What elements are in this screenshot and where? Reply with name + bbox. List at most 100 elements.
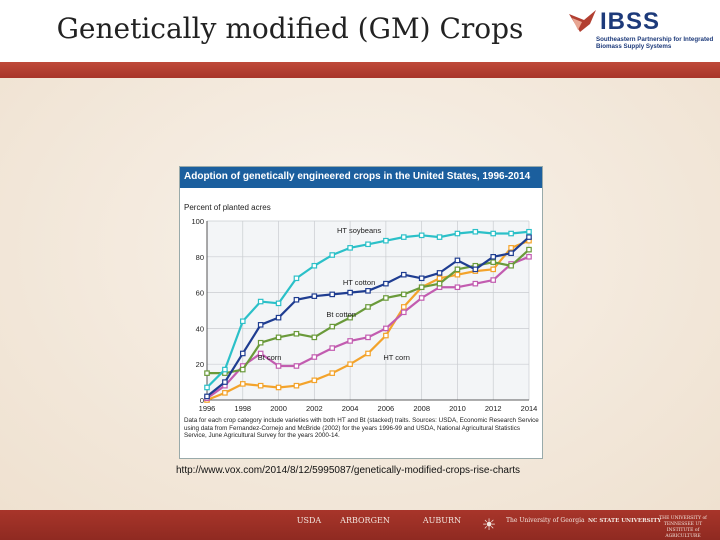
line-chart: 0 20 40 60 80 100 1996 1998 2000 2002 2004 2006 2008… bbox=[191, 217, 537, 413]
usda-logo: USDA bbox=[296, 516, 322, 525]
series-label: Bt corn bbox=[258, 353, 282, 362]
data-point-bt-cotton bbox=[257, 339, 264, 346]
data-point-ht-cotton bbox=[365, 288, 371, 294]
y-tick-label: 20 bbox=[196, 360, 204, 369]
data-point-ht-corn bbox=[239, 381, 246, 387]
data-point-ht-corn bbox=[454, 271, 461, 278]
data-point-ht-corn bbox=[365, 350, 371, 357]
y-tick-label: 40 bbox=[196, 324, 204, 333]
data-point-ht-soybeans bbox=[365, 241, 371, 248]
x-tick-label: 2006 bbox=[378, 404, 395, 413]
chart-title: Adoption of genetically engineered crops… bbox=[184, 171, 531, 182]
header-band bbox=[0, 62, 720, 78]
auburn-logo: AUBURN bbox=[422, 516, 462, 525]
data-point-ht-corn bbox=[383, 332, 389, 339]
uga-logo: The University of Georgia bbox=[506, 517, 585, 524]
data-point-bt-corn bbox=[365, 334, 371, 341]
y-tick-label: 60 bbox=[196, 289, 204, 298]
source-link[interactable]: http://www.vox.com/2014/8/12/5995087/gen… bbox=[176, 465, 521, 476]
data-point-ht-cotton bbox=[436, 270, 443, 276]
x-tick-label: 2000 bbox=[270, 404, 287, 413]
data-point-ht-soybeans bbox=[418, 232, 425, 239]
data-point-ht-soybeans bbox=[400, 234, 407, 240]
data-point-bt-cotton bbox=[418, 284, 425, 291]
x-tick-label: 2002 bbox=[306, 404, 323, 413]
data-point-ht-cotton bbox=[204, 393, 210, 400]
data-point-ht-corn bbox=[329, 370, 336, 376]
data-point-ht-corn bbox=[347, 361, 353, 368]
data-point-ht-corn bbox=[222, 390, 228, 396]
data-point-bt-corn bbox=[400, 309, 407, 316]
slide-title: Genetically modified (GM) Crops bbox=[56, 12, 524, 45]
slide-header: Genetically modified (GM) Crops IBSS Sou… bbox=[0, 0, 720, 78]
data-point-ht-corn bbox=[508, 245, 514, 251]
data-point-bt-cotton bbox=[526, 246, 532, 253]
data-point-ht-soybeans bbox=[347, 245, 353, 251]
data-point-ht-cotton bbox=[508, 250, 514, 257]
y-tick-label: 0 bbox=[200, 396, 204, 405]
x-tick-label: 2012 bbox=[485, 404, 502, 413]
data-point-bt-corn bbox=[257, 350, 264, 357]
partner-footer: USDA ARBORGEN AUBURN ☀ The University of… bbox=[0, 510, 720, 540]
data-point-bt-corn bbox=[311, 354, 318, 360]
data-point-ht-cotton bbox=[311, 293, 318, 299]
data-point-bt-corn bbox=[418, 295, 425, 301]
data-point-bt-corn bbox=[275, 363, 282, 369]
x-tick-label: 1996 bbox=[199, 404, 216, 413]
data-point-bt-cotton bbox=[400, 291, 407, 298]
data-point-ht-soybeans bbox=[383, 237, 389, 244]
y-axis-label: Percent of planted acres bbox=[184, 203, 271, 212]
data-point-ht-cotton bbox=[490, 253, 497, 260]
data-point-ht-cotton bbox=[257, 322, 264, 328]
cpbis-logo: ☀ bbox=[481, 515, 497, 534]
chart-note: Data for each crop category include vari… bbox=[184, 417, 539, 440]
tennessee-logo: THE UNIVERSITY of TENNESSEE UT INSTITUTE… bbox=[659, 516, 707, 539]
data-point-bt-cotton bbox=[329, 323, 336, 330]
data-point-bt-cotton bbox=[311, 334, 318, 341]
data-point-ht-soybeans bbox=[311, 262, 318, 269]
data-point-ht-soybeans bbox=[293, 275, 300, 282]
data-point-bt-cotton bbox=[347, 314, 353, 321]
data-point-ht-cotton bbox=[329, 291, 336, 298]
data-point-bt-corn bbox=[454, 284, 461, 291]
data-point-bt-cotton bbox=[490, 259, 497, 265]
data-point-bt-corn bbox=[383, 325, 389, 332]
logo-word: IBSS bbox=[600, 8, 661, 35]
data-point-bt-cotton bbox=[383, 295, 389, 301]
data-point-ht-soybeans bbox=[526, 228, 532, 235]
data-point-ht-cotton bbox=[239, 350, 246, 357]
data-point-ht-cotton bbox=[472, 266, 479, 273]
data-point-ht-soybeans bbox=[239, 318, 246, 325]
data-point-ht-corn bbox=[275, 384, 282, 391]
data-point-ht-soybeans bbox=[472, 228, 479, 235]
data-point-bt-corn bbox=[472, 280, 479, 287]
data-point-bt-corn bbox=[526, 253, 532, 260]
data-point-ht-cotton bbox=[275, 314, 282, 321]
data-point-ht-soybeans bbox=[490, 230, 497, 237]
x-tick-label: 1998 bbox=[234, 404, 251, 413]
data-point-ht-cotton bbox=[347, 289, 353, 296]
series-label: HT soybeans bbox=[337, 226, 381, 235]
data-point-bt-cotton bbox=[436, 280, 443, 287]
series-label: HT corn bbox=[383, 353, 410, 362]
logo-subtitle: Southeastern Partnership for Integrated … bbox=[596, 36, 714, 50]
data-point-bt-corn bbox=[347, 338, 353, 344]
data-point-ht-cotton bbox=[400, 271, 407, 278]
data-point-ht-corn bbox=[293, 382, 300, 389]
data-point-ht-soybeans bbox=[222, 366, 228, 373]
data-point-bt-corn bbox=[490, 277, 497, 283]
data-point-bt-corn bbox=[293, 363, 300, 369]
x-tick-label: 2008 bbox=[413, 404, 430, 413]
data-point-ht-cotton bbox=[526, 234, 532, 240]
data-point-bt-cotton bbox=[293, 330, 300, 337]
arborgen-logo: ARBORGEN bbox=[340, 516, 390, 525]
data-point-ht-corn bbox=[257, 382, 264, 389]
data-point-bt-cotton bbox=[508, 262, 514, 269]
x-tick-label: 2010 bbox=[449, 404, 466, 413]
data-point-bt-cotton bbox=[204, 370, 210, 376]
data-point-ht-soybeans bbox=[454, 230, 461, 237]
data-point-bt-cotton bbox=[275, 334, 282, 341]
y-tick-label: 100 bbox=[191, 217, 204, 226]
data-point-ht-cotton bbox=[418, 275, 425, 282]
bird-icon bbox=[569, 10, 596, 32]
